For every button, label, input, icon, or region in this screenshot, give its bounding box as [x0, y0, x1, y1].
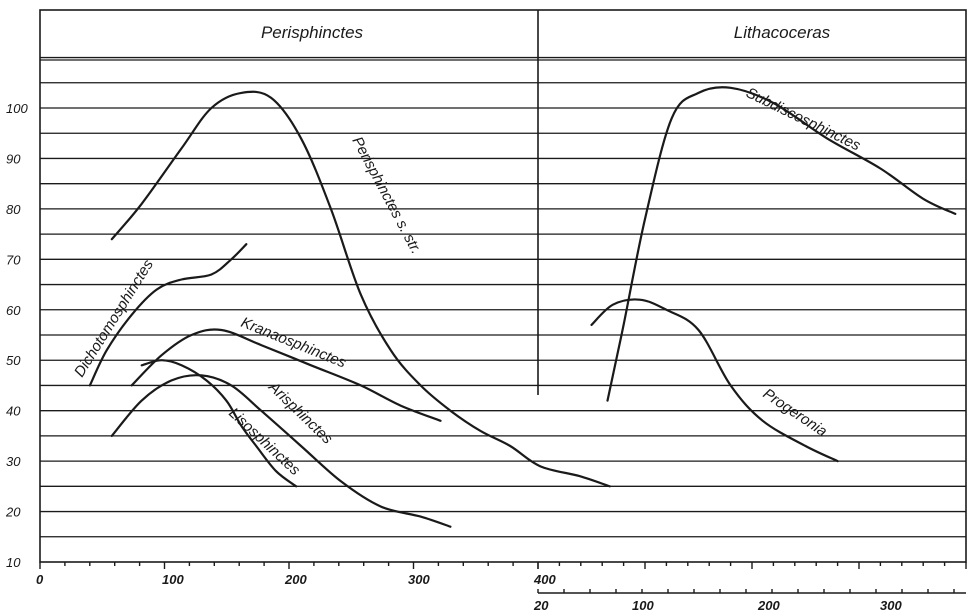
x2-tick-label: 200	[757, 598, 780, 613]
panel-header-1: Lithacoceras	[734, 23, 831, 42]
x-tick-label: 100	[162, 572, 184, 587]
x-axis: 0 100 200 300 400 20 100 200 300	[36, 562, 967, 613]
panel-headers: Perisphinctes Lithacoceras	[261, 23, 831, 42]
series-label-6: Progeronia	[760, 385, 830, 440]
y-axis: 10 20 30 40 50 60 70 80 90 100	[5, 101, 28, 570]
series-label-5: Subdiscosphinctes	[743, 84, 863, 154]
y-tick-label: 40	[6, 404, 21, 419]
curve-labels: Perisphinctes s. str.Dichotomosphinctes K…	[71, 84, 864, 479]
chart-frame	[39, 9, 967, 563]
series-label-3: Arisphinctes	[265, 378, 337, 448]
series-curve-1	[88, 243, 248, 387]
series-curve-6	[590, 298, 839, 463]
series-curve-5	[606, 86, 957, 402]
series-label-1: Dichotomosphinctes	[71, 256, 157, 380]
x-tick-label: 400	[533, 572, 556, 587]
grid-lines	[40, 56, 966, 538]
series-label-0: Perisphinctes s. str.	[348, 134, 424, 257]
panel-header-0: Perisphinctes	[261, 23, 364, 42]
y-tick-label: 10	[6, 555, 21, 570]
y-tick-label: 100	[6, 101, 28, 116]
x2-tick-label: 300	[880, 598, 902, 613]
series-curve-4	[140, 359, 298, 488]
x-tick-label: 300	[408, 572, 430, 587]
y-tick-label: 70	[6, 252, 21, 267]
x2-tick-label: 100	[632, 598, 654, 613]
y-tick-label: 60	[6, 303, 21, 318]
y-tick-label: 90	[6, 151, 21, 166]
y-tick-label: 30	[6, 454, 21, 469]
series-curve-3	[110, 374, 452, 528]
series-curve-2	[130, 328, 442, 422]
series-curve-0	[110, 90, 611, 488]
chart-border	[39, 9, 967, 563]
x2-tick-label: 20	[533, 598, 549, 613]
x-tick-label: 200	[284, 572, 307, 587]
y-tick-label: 50	[6, 353, 21, 368]
curves	[88, 86, 957, 528]
y-tick-label: 20	[5, 505, 21, 520]
x-tick-label: 0	[36, 572, 44, 587]
y-tick-label: 80	[6, 202, 21, 217]
